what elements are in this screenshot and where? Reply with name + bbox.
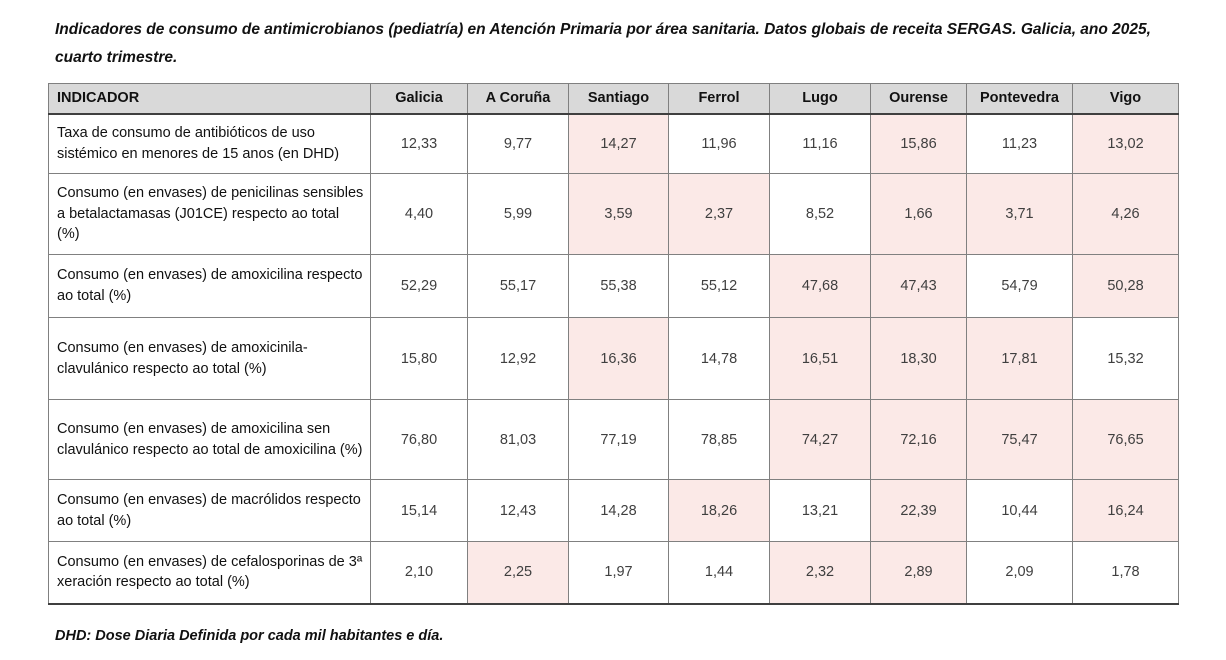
indicator-cell: Consumo (en envases) de amoxicinila-clav…	[48, 317, 371, 400]
document-title: Indicadores de consumo de antimicrobiano…	[55, 21, 1151, 66]
value-cell-highlighted: 15,86	[870, 113, 967, 174]
value-cell: 55,12	[668, 254, 770, 318]
value-cell: 55,38	[568, 254, 669, 318]
header-cell-area: Vigo	[1072, 83, 1179, 115]
indicators-table: INDICADOR Galicia A Coruña Santiago Ferrol Lu…	[48, 83, 1179, 605]
value-cell: 10,44	[966, 479, 1073, 542]
table-row: Consumo (en envases) de amoxicinila-clav…	[48, 317, 1179, 400]
table-row: Consumo (en envases) de amoxicilina sen …	[48, 399, 1179, 480]
table-row: Consumo (en envases) de penicilinas sens…	[48, 173, 1179, 255]
value-cell: 12,43	[467, 479, 569, 542]
value-cell: 12,33	[370, 113, 468, 174]
document-page: Indicadores de consumo de antimicrobiano…	[48, 21, 1179, 644]
header-cell-area: Ferrol	[668, 83, 770, 115]
value-cell-highlighted: 75,47	[966, 399, 1073, 480]
value-cell: 9,77	[467, 113, 569, 174]
value-cell: 1,78	[1072, 541, 1179, 605]
value-cell: 4,40	[370, 173, 468, 255]
value-cell-highlighted: 13,02	[1072, 113, 1179, 174]
value-cell-highlighted: 1,66	[870, 173, 967, 255]
table-row: Taxa de consumo de antibióticos de uso s…	[48, 113, 1179, 174]
footnote: DHD: Dose Diaria Definida por cada mil h…	[55, 627, 444, 644]
value-cell: 77,19	[568, 399, 669, 480]
value-cell-highlighted: 18,30	[870, 317, 967, 400]
value-cell-highlighted: 2,25	[467, 541, 569, 605]
value-cell: 1,97	[568, 541, 669, 605]
header-cell-area: Ourense	[870, 83, 967, 115]
value-cell: 12,92	[467, 317, 569, 400]
table-body: Taxa de consumo de antibióticos de uso s…	[48, 113, 1179, 605]
value-cell: 15,14	[370, 479, 468, 542]
indicator-cell: Consumo (en envases) de amoxicilina sen …	[48, 399, 371, 480]
value-cell-highlighted: 18,26	[668, 479, 770, 542]
value-cell: 76,80	[370, 399, 468, 480]
value-cell-highlighted: 47,43	[870, 254, 967, 318]
value-cell-highlighted: 14,27	[568, 113, 669, 174]
value-cell-highlighted: 3,71	[966, 173, 1073, 255]
header-cell-area: Lugo	[769, 83, 871, 115]
value-cell-highlighted: 72,16	[870, 399, 967, 480]
value-cell-highlighted: 74,27	[769, 399, 871, 480]
value-cell: 14,78	[668, 317, 770, 400]
value-cell: 55,17	[467, 254, 569, 318]
value-cell: 1,44	[668, 541, 770, 605]
value-cell-highlighted: 22,39	[870, 479, 967, 542]
value-cell: 81,03	[467, 399, 569, 480]
value-cell-highlighted: 4,26	[1072, 173, 1179, 255]
value-cell: 52,29	[370, 254, 468, 318]
value-cell-highlighted: 16,51	[769, 317, 871, 400]
value-cell-highlighted: 47,68	[769, 254, 871, 318]
indicator-cell: Consumo (en envases) de cefalosporinas d…	[48, 541, 371, 605]
value-cell: 14,28	[568, 479, 669, 542]
value-cell: 11,23	[966, 113, 1073, 174]
value-cell-highlighted: 3,59	[568, 173, 669, 255]
indicator-cell: Consumo (en envases) de penicilinas sens…	[48, 173, 371, 255]
header-cell-area: Santiago	[568, 83, 669, 115]
value-cell: 13,21	[769, 479, 871, 542]
value-cell: 8,52	[769, 173, 871, 255]
value-cell: 5,99	[467, 173, 569, 255]
value-cell: 15,32	[1072, 317, 1179, 400]
value-cell: 11,16	[769, 113, 871, 174]
indicator-cell: Consumo (en envases) de amoxicilina resp…	[48, 254, 371, 318]
value-cell-highlighted: 2,32	[769, 541, 871, 605]
value-cell: 2,10	[370, 541, 468, 605]
value-cell: 15,80	[370, 317, 468, 400]
header-row: INDICADOR Galicia A Coruña Santiago Ferrol Lu…	[48, 83, 1179, 115]
value-cell: 2,09	[966, 541, 1073, 605]
value-cell-highlighted: 2,37	[668, 173, 770, 255]
value-cell-highlighted: 76,65	[1072, 399, 1179, 480]
value-cell-highlighted: 50,28	[1072, 254, 1179, 318]
table-row: Consumo (en envases) de cefalosporinas d…	[48, 541, 1179, 605]
header-cell-area: A Coruña	[467, 83, 569, 115]
header-cell-area: Galicia	[370, 83, 468, 115]
table-row: Consumo (en envases) de amoxicilina resp…	[48, 254, 1179, 318]
value-cell-highlighted: 2,89	[870, 541, 967, 605]
table-header: INDICADOR Galicia A Coruña Santiago Ferrol Lu…	[48, 83, 1179, 115]
indicator-cell: Consumo (en envases) de macrólidos respe…	[48, 479, 371, 542]
table-row: Consumo (en envases) de macrólidos respe…	[48, 479, 1179, 542]
header-cell-area: Pontevedra	[966, 83, 1073, 115]
value-cell-highlighted: 17,81	[966, 317, 1073, 400]
indicator-cell: Taxa de consumo de antibióticos de uso s…	[48, 113, 371, 174]
value-cell-highlighted: 16,36	[568, 317, 669, 400]
value-cell: 11,96	[668, 113, 770, 174]
header-cell-indicator: INDICADOR	[48, 83, 371, 115]
value-cell: 78,85	[668, 399, 770, 480]
value-cell: 54,79	[966, 254, 1073, 318]
value-cell-highlighted: 16,24	[1072, 479, 1179, 542]
